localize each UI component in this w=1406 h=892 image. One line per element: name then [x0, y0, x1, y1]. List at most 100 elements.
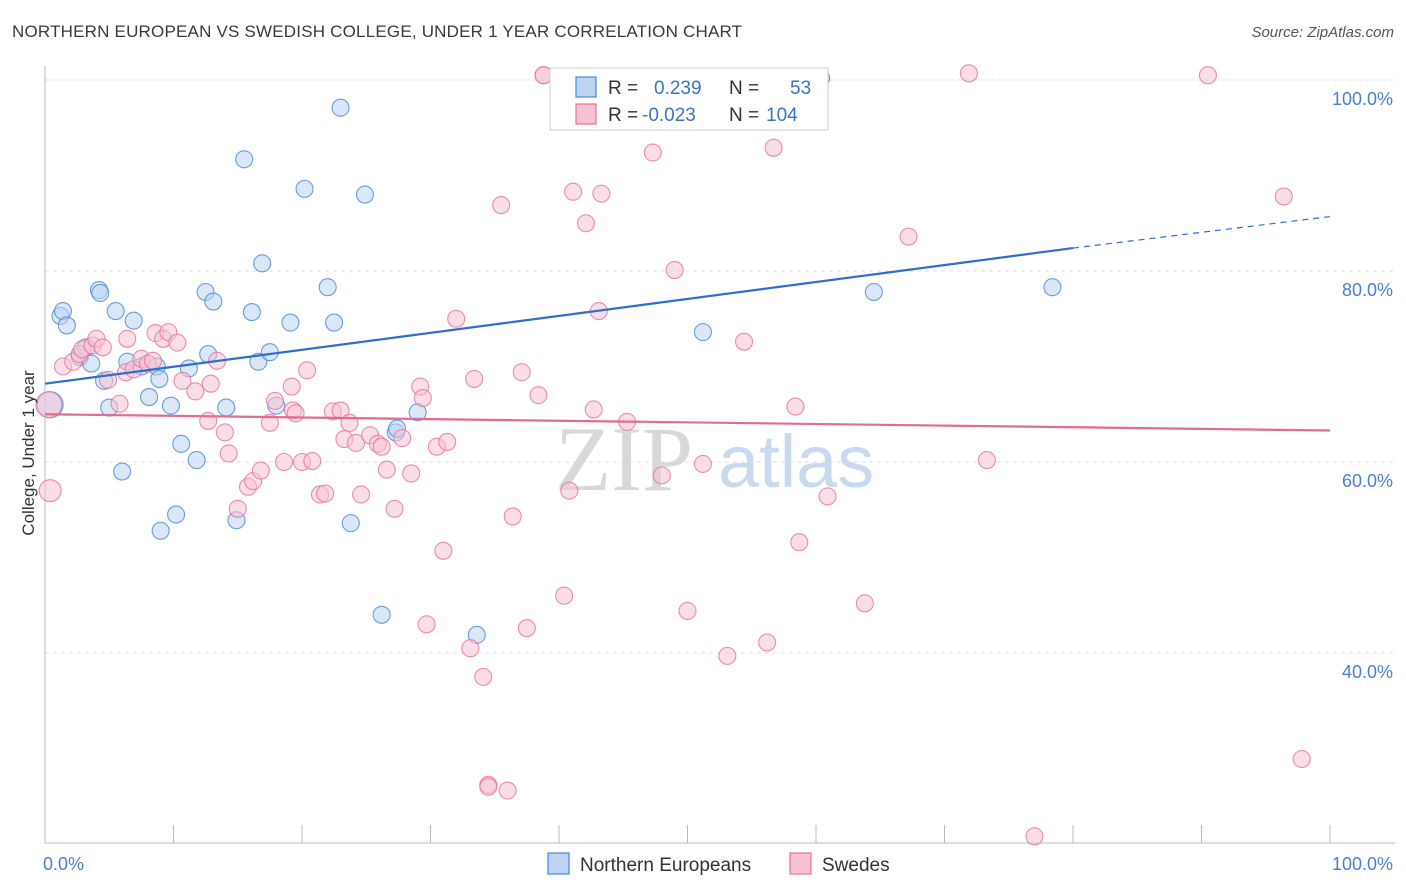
chart-source: Source: ZipAtlas.com — [1251, 24, 1394, 41]
point-swedes-81 — [643, 143, 662, 162]
point-swedes-52 — [377, 460, 396, 479]
point-northern-europeans-27 — [204, 292, 223, 311]
trend-lines — [44, 215, 1331, 432]
legend-r-value-2: -0.023 — [642, 105, 696, 126]
point-swedes-58 — [417, 615, 436, 634]
legend-r-value-1: 0.239 — [654, 78, 702, 99]
point-swedes-71 — [529, 386, 548, 405]
point-northern-europeans-12 — [113, 462, 132, 481]
point-swedes-64 — [465, 369, 484, 388]
watermark: ZIP atlas — [555, 408, 874, 510]
point-swedes-87 — [734, 332, 754, 351]
point-northern-europeans-38 — [318, 278, 337, 297]
point-swedes-32 — [260, 413, 279, 432]
point-swedes-69 — [512, 363, 531, 382]
trend-line-swedes — [44, 413, 1331, 432]
point-northern-europeans-8 — [91, 283, 110, 303]
point-swedes-33 — [265, 391, 285, 410]
point-northern-europeans-11 — [106, 302, 125, 321]
point-northern-europeans-3 — [57, 316, 76, 335]
point-swedes-96 — [977, 451, 996, 470]
legend-r-label-2: R = — [608, 105, 638, 126]
trend-line-extension-northern-europeans — [1072, 215, 1331, 249]
point-northern-europeans-21 — [167, 505, 186, 524]
point-swedes-42 — [316, 484, 335, 503]
point-swedes-89 — [764, 138, 783, 157]
point-swedes-75 — [564, 182, 583, 201]
point-swedes-82 — [652, 466, 671, 485]
point-swedes-98 — [1274, 187, 1293, 206]
y-tick-labels: 40.0% 60.0% 80.0% 100.0% — [1332, 89, 1393, 682]
point-swedes-51 — [372, 437, 391, 456]
point-northern-europeans-24 — [187, 451, 206, 470]
point-swedes-35 — [282, 377, 301, 396]
legend-swatch-northern-europeans — [575, 76, 597, 98]
point-northern-europeans-36 — [281, 313, 300, 332]
point-northern-europeans-43 — [372, 605, 391, 624]
point-swedes-8 — [93, 338, 112, 357]
point-northern-europeans-20 — [161, 396, 180, 415]
legend-r-label-1: R = — [608, 78, 638, 99]
point-swedes-10 — [110, 394, 129, 413]
point-swedes-60 — [434, 541, 453, 560]
point-northern-europeans-51 — [864, 282, 883, 302]
point-swedes-74 — [560, 481, 579, 500]
point-swedes-55 — [402, 464, 421, 483]
axes — [44, 66, 1395, 844]
point-swedes-97 — [1025, 827, 1044, 846]
stats-legend: R = 0.239 N = 53 R = -0.023 N = 104 — [549, 67, 829, 131]
point-swedes-48 — [352, 485, 371, 504]
point-swedes-103 — [498, 781, 517, 800]
point-swedes-37 — [286, 404, 305, 423]
y-tick-label-2: 80.0% — [1342, 280, 1393, 300]
point-swedes-79 — [592, 184, 611, 203]
point-swedes-40 — [303, 451, 322, 471]
y-axis-title: College, Under 1 year — [19, 370, 38, 536]
legend-n-label-2: N = — [729, 105, 759, 126]
point-northern-europeans-33 — [253, 254, 272, 273]
point-swedes-76 — [576, 214, 596, 233]
bottom-legend-swatch-northern-europeans — [547, 852, 570, 875]
point-swedes-28 — [228, 499, 247, 518]
point-swedes-23 — [199, 411, 218, 430]
point-swedes-85 — [693, 454, 712, 473]
point-swedes-57 — [413, 388, 432, 408]
point-northern-europeans-49 — [693, 323, 712, 342]
point-northern-europeans-28 — [217, 398, 236, 417]
point-northern-europeans-52 — [1043, 278, 1062, 297]
point-swedes-77 — [584, 400, 603, 419]
legend-n-value-1: 53 — [790, 78, 811, 99]
point-swedes-95 — [959, 64, 978, 83]
point-swedes-0 — [35, 391, 63, 419]
point-swedes-68 — [503, 507, 522, 526]
watermark-atlas: atlas — [718, 420, 874, 503]
chart-title: NORTHERN EUROPEAN VS SWEDISH COLLEGE, UN… — [12, 22, 743, 41]
point-northern-europeans-16 — [140, 388, 159, 407]
point-swedes-26 — [215, 423, 234, 442]
x-tick-label-min: 0.0% — [43, 854, 84, 874]
point-swedes-90 — [786, 397, 805, 416]
point-swedes-34 — [274, 452, 294, 472]
point-swedes-100 — [1292, 749, 1311, 769]
point-swedes-73 — [555, 586, 574, 605]
point-swedes-62 — [447, 309, 466, 328]
point-swedes-39 — [298, 361, 317, 380]
point-northern-europeans-41 — [341, 514, 360, 533]
point-swedes-88 — [758, 633, 777, 652]
point-swedes-93 — [855, 594, 874, 613]
point-northern-europeans-40 — [331, 98, 350, 117]
point-swedes-84 — [678, 601, 697, 621]
point-swedes-47 — [346, 433, 366, 452]
point-swedes-86 — [718, 646, 737, 665]
bottom-legend-swatch-swedes — [789, 852, 812, 875]
point-northern-europeans-39 — [325, 313, 344, 332]
point-swedes-16 — [143, 351, 162, 370]
point-swedes-83 — [665, 260, 684, 280]
point-swedes-102 — [479, 777, 498, 796]
legend-n-value-2: 104 — [766, 105, 798, 126]
y-tick-label-1: 60.0% — [1342, 471, 1393, 491]
point-swedes-1 — [38, 479, 62, 503]
bottom-legend-label-swedes: Swedes — [822, 855, 890, 876]
point-swedes-22 — [186, 382, 205, 401]
